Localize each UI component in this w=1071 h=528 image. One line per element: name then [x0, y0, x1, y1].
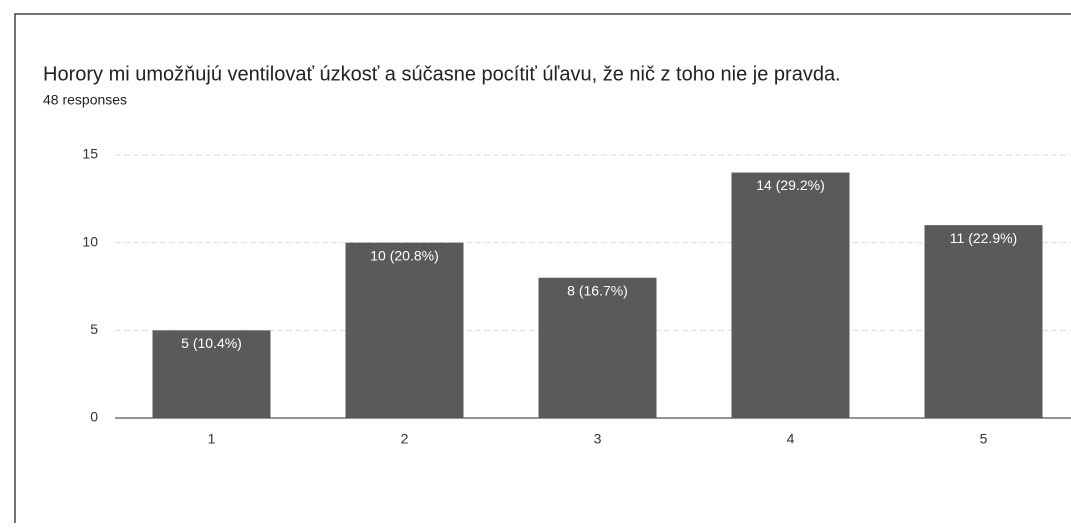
bar — [345, 242, 464, 418]
y-tick-label: 0 — [90, 409, 98, 425]
data-label: 11 (22.9%) — [950, 230, 1017, 246]
card-border — [14, 13, 1071, 528]
bar — [924, 225, 1043, 418]
chart-subtitle: 48 responses — [43, 92, 127, 108]
bar — [731, 172, 850, 418]
x-tick-label: 3 — [594, 431, 602, 447]
y-tick-label: 15 — [82, 146, 98, 162]
x-tick-label: 1 — [208, 431, 216, 447]
x-tick-label: 2 — [401, 431, 409, 447]
y-tick-label: 10 — [82, 233, 98, 249]
x-tick-label: 4 — [787, 431, 795, 447]
x-tick-label: 5 — [980, 431, 988, 447]
data-label: 8 (16.7%) — [567, 282, 628, 298]
bar — [538, 277, 657, 418]
chart-title: Horory mi umožňujú ventilovať úzkosť a s… — [43, 63, 841, 85]
bar — [152, 330, 271, 418]
y-tick-label: 5 — [90, 321, 98, 337]
data-label: 10 (20.8%) — [370, 247, 438, 263]
data-label: 5 (10.4%) — [181, 335, 242, 351]
data-label: 14 (29.2%) — [756, 177, 824, 193]
